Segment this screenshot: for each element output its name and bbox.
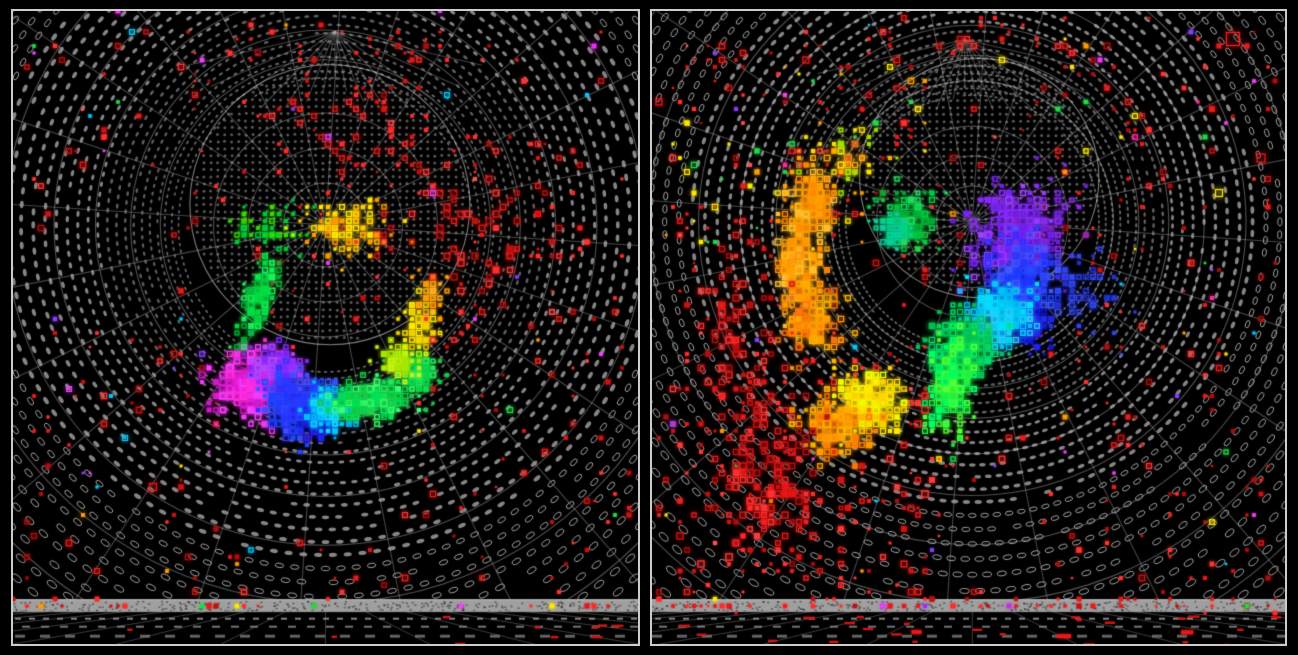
detector-event-canvas-left xyxy=(13,11,638,644)
event-display-panel-left xyxy=(11,9,640,646)
detector-event-canvas-right xyxy=(652,11,1285,644)
event-display-panel-right xyxy=(650,9,1287,646)
